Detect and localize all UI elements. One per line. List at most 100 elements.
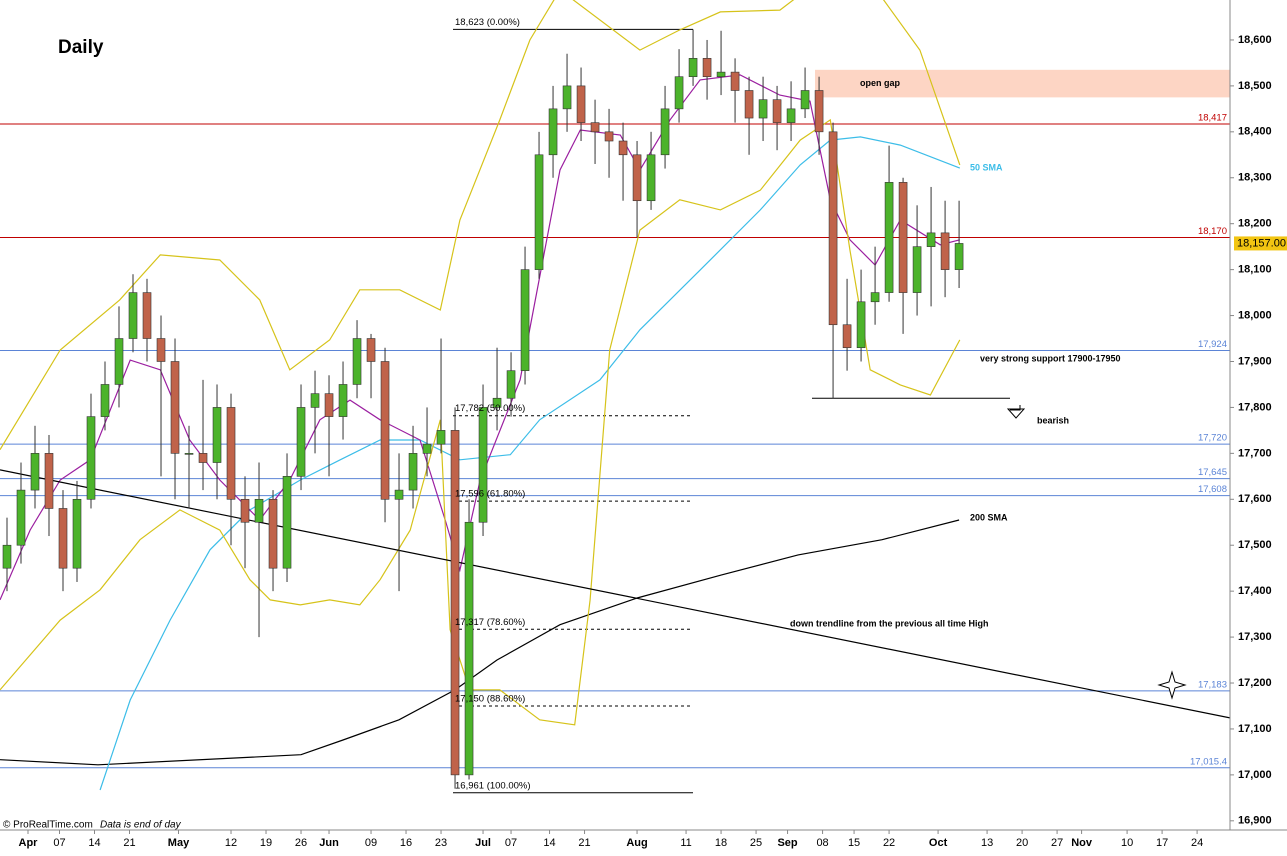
candle-body [954,243,964,270]
indicator-line [0,0,961,451]
x-tick-label: Apr [19,837,39,849]
candle-body [240,498,250,523]
fib-label: 18,623 (0.00%) [455,17,520,28]
footer: © ProRealTime.com [3,820,93,831]
y-tick-label: 17,700 [1238,447,1272,459]
footer-note: Data is end of day [100,820,182,831]
candle-body [688,58,698,78]
bearish-label: bearish [1037,415,1069,425]
level-label: 17,720 [1198,433,1227,444]
fib-label: 17,317 (78.60%) [455,617,525,628]
candle-body [170,361,180,454]
candle-body [310,393,320,408]
y-tick-label: 17,500 [1238,539,1272,551]
x-tick-label: 15 [848,837,860,849]
level-label: 17,015.4 [1190,756,1227,767]
candle-body [632,154,642,202]
candle-body [758,99,768,119]
candle-body [58,508,68,569]
candle-body [86,416,96,500]
candle-body [30,453,40,491]
y-tick-label: 16,900 [1238,815,1272,827]
open-gap-label: open gap [860,78,901,88]
level-label: 18,417 [1198,113,1227,124]
candle-body [800,90,810,110]
x-tick-label: 17 [1156,837,1168,849]
candle-body [282,476,292,569]
candle-body [422,443,432,454]
x-tick-label: 14 [543,837,555,849]
candle-body [408,453,418,491]
candle-body [296,407,306,477]
candle-body [184,453,194,455]
level-label: 18,170 [1198,226,1227,237]
candle-body [212,407,222,463]
x-tick-label: 22 [883,837,895,849]
y-tick-label: 18,000 [1238,309,1272,321]
candle-body [674,76,684,110]
candle-body [450,430,460,776]
x-tick-label: 09 [365,837,377,849]
x-tick-label: May [168,837,190,849]
x-tick-label: Sep [777,837,797,849]
y-tick-label: 18,600 [1238,34,1272,46]
fib-label: 16,961 (100.00%) [455,780,531,791]
x-tick-label: 24 [1191,837,1203,849]
candle-body [156,338,166,362]
candle-body [478,407,488,523]
y-tick-label: 17,400 [1238,585,1272,597]
candle-body [870,292,880,303]
candle-body [506,370,516,399]
candle-body [44,453,54,509]
y-tick-label: 18,500 [1238,80,1272,92]
candle-body [646,154,656,202]
candle-body [16,489,26,546]
x-tick-label: 18 [715,837,727,849]
y-tick-label: 17,300 [1238,631,1272,643]
level-label: 17,924 [1198,339,1227,350]
x-tick-label: 21 [123,837,135,849]
x-tick-label: 26 [295,837,307,849]
x-tick-label: 07 [53,837,65,849]
chart-title: Daily [58,37,104,58]
level-label: 17,183 [1198,679,1227,690]
candle-body [576,85,586,123]
candle-body [716,71,726,78]
x-tick-label: 10 [1121,837,1133,849]
x-tick-label: Oct [929,837,948,849]
candle-body [842,324,852,349]
candle-body [128,292,138,339]
y-tick-label: 17,600 [1238,493,1272,505]
candle-body [198,453,208,463]
fib-label: 17,596 (61.80%) [455,489,525,500]
y-tick-label: 17,000 [1238,769,1272,781]
last-price-box [1234,236,1287,251]
line-label: 50 SMA [970,162,1003,172]
candle-body [114,338,124,385]
candle-body [548,108,558,156]
fib-label: 17,150 (88.60%) [455,693,525,704]
candle-body [394,489,404,500]
plot-area [0,0,1230,794]
y-tick-label: 17,200 [1238,677,1272,689]
candle-body [352,338,362,385]
candle-body [590,122,600,133]
candle-body [2,544,12,569]
line-label: 200 SMA [970,512,1008,522]
support-label: very strong support 17900-17950 [980,353,1121,363]
x-tick-label: 27 [1051,837,1063,849]
candle-body [926,232,936,247]
x-tick-label: 23 [435,837,447,849]
bearish-arrow [1006,405,1026,419]
last-price-label: 18,157.00 [1237,237,1286,249]
y-tick-label: 17,800 [1238,401,1272,413]
x-tick-label: Jun [319,837,339,849]
candle-body [436,430,446,445]
candle-body [828,131,838,326]
candle-body [226,407,236,500]
y-tick-label: 18,200 [1238,218,1272,230]
candle-body [142,292,152,339]
y-tick-label: 17,100 [1238,723,1272,735]
candle-body [940,232,950,270]
star-icon [1157,670,1187,700]
